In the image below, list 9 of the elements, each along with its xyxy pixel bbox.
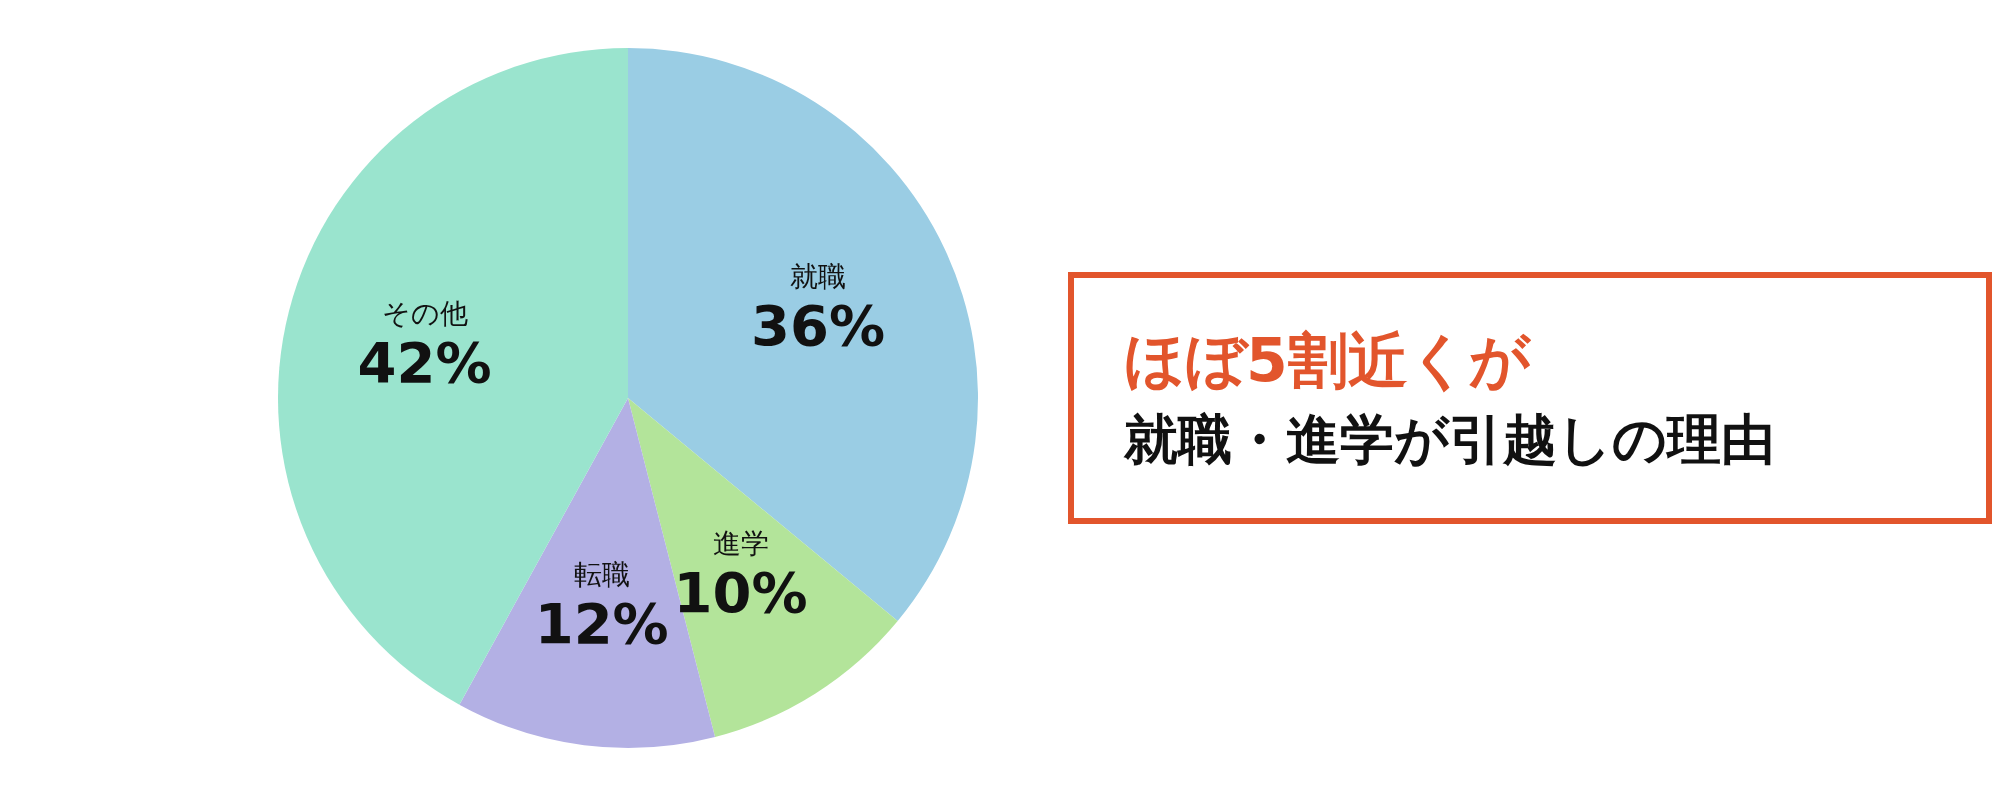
- slice-label: その他: [381, 297, 468, 331]
- data-label: 10%: [673, 559, 808, 625]
- slice-label: 就職: [790, 259, 847, 293]
- slice-label: 転職: [573, 557, 630, 591]
- slice-label: 進学: [712, 526, 769, 560]
- data-label: 36%: [750, 293, 886, 359]
- data-label: 42%: [357, 330, 492, 396]
- data-label: 12%: [534, 590, 669, 656]
- callout-frame: ほぼ5割近くが 就職・進学が引越しの理由: [1068, 272, 1992, 524]
